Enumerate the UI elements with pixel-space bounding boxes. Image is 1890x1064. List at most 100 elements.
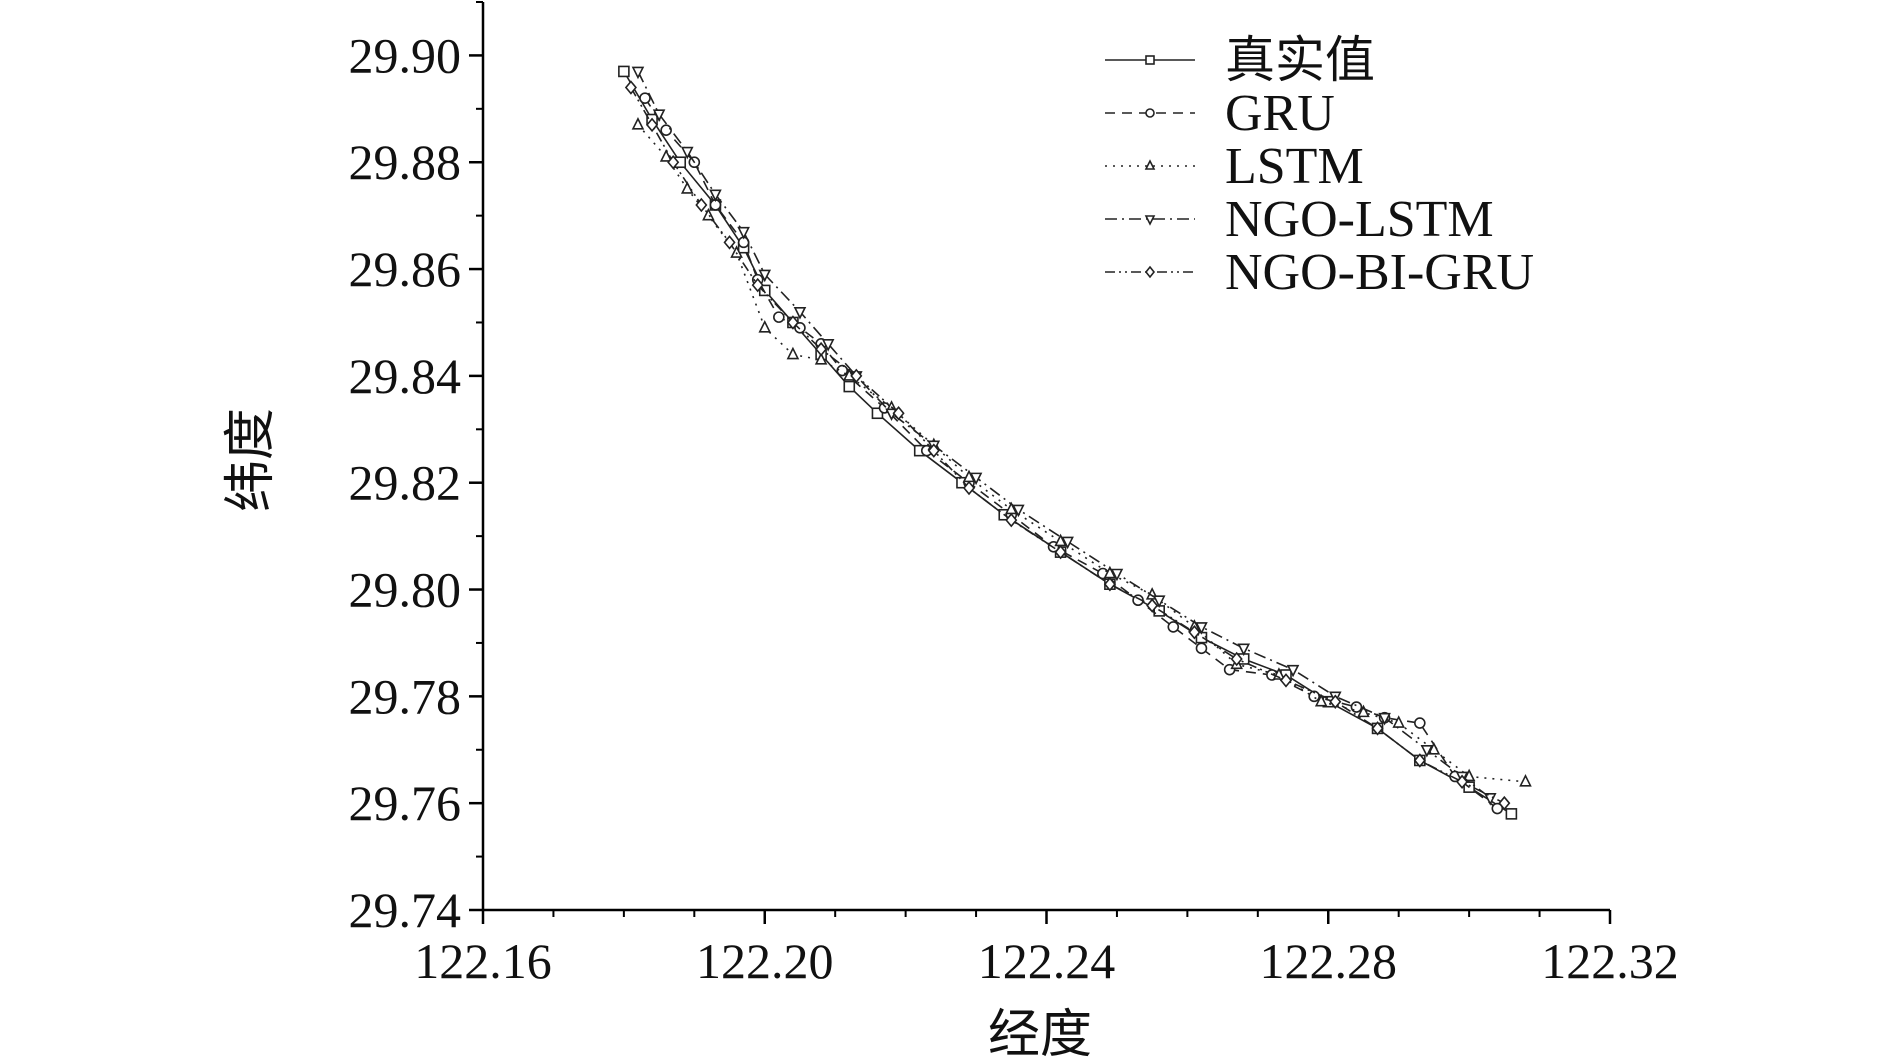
data-point — [927, 443, 940, 458]
data-point — [1054, 544, 1067, 560]
data-point — [730, 245, 743, 258]
data-point — [751, 277, 764, 293]
data-point — [1392, 715, 1405, 728]
legend-marker — [1144, 159, 1156, 170]
data-point — [618, 65, 630, 78]
data-point — [1314, 693, 1328, 707]
data-point — [1519, 774, 1532, 787]
legend-label: LSTM — [1225, 138, 1364, 195]
y-tick-label: 29.84 — [349, 348, 462, 404]
legend-marker — [1144, 215, 1156, 226]
data-point — [1413, 753, 1426, 768]
data-point — [631, 66, 645, 80]
data-point — [709, 189, 722, 203]
data-point — [1378, 712, 1391, 726]
data-point — [652, 109, 666, 122]
y-tick-label: 29.76 — [349, 775, 462, 831]
data-point — [786, 315, 799, 330]
data-point — [680, 146, 694, 160]
data-point — [1371, 721, 1384, 736]
series-line — [637, 71, 1491, 799]
data-point — [1427, 741, 1441, 755]
data-point — [793, 306, 807, 320]
legend-entry: NGO-LSTM — [1105, 191, 1494, 248]
y-tick-label: 29.88 — [349, 134, 462, 190]
legend-entry: 真实值 — [1105, 31, 1375, 89]
series-line — [630, 87, 1505, 804]
y-axis-title: 纬度 — [221, 408, 281, 512]
data-point — [850, 368, 863, 384]
data-point — [815, 341, 828, 357]
data-point — [1012, 504, 1025, 518]
data-point — [892, 406, 905, 421]
y-tick-label: 29.80 — [349, 562, 462, 618]
data-point — [758, 269, 772, 283]
data-point — [1146, 598, 1159, 613]
data-point — [1462, 768, 1476, 782]
legend-marker — [1144, 265, 1156, 279]
data-point — [659, 149, 673, 162]
data-point — [758, 320, 772, 333]
data-point — [723, 235, 736, 250]
x-tick-label: 122.16 — [414, 933, 552, 989]
legend-label: 真实值 — [1225, 31, 1375, 89]
data-point — [660, 124, 672, 136]
data-point — [1286, 664, 1300, 678]
data-point — [821, 339, 835, 352]
data-point — [631, 117, 645, 130]
data-point — [794, 322, 806, 334]
x-tick-label: 122.24 — [978, 933, 1116, 989]
data-point — [695, 197, 708, 213]
data-point — [1061, 536, 1074, 550]
data-point — [1329, 694, 1342, 709]
data-point — [786, 346, 800, 360]
data-point — [1110, 568, 1124, 582]
x-tick-label: 122.20 — [696, 933, 834, 989]
data-point — [1420, 744, 1434, 758]
legend-entry: NGO-BI-GRU — [1105, 244, 1534, 301]
data-point — [737, 226, 750, 240]
data-point — [1308, 690, 1320, 703]
data-point — [1188, 625, 1201, 640]
series-1 — [618, 65, 1518, 820]
x-axis-title: 经度 — [988, 1005, 1092, 1064]
x-tick-label: 122.28 — [1260, 933, 1398, 989]
data-point — [1103, 576, 1116, 592]
legend-marker — [1145, 108, 1155, 118]
y-tick-label: 29.86 — [349, 241, 462, 297]
y-tick-label: 29.90 — [349, 27, 462, 83]
data-point — [1505, 808, 1518, 820]
axes: 122.16 122.20 122.24 122.28 122.32 29.74 29.76… — [349, 1, 1679, 989]
data-point — [667, 154, 680, 170]
y-tick-label: 29.82 — [349, 455, 462, 511]
legend-entry: LSTM — [1105, 138, 1364, 195]
data-point — [1230, 651, 1243, 667]
data-point — [639, 92, 651, 104]
data-point — [758, 284, 771, 297]
data-point — [843, 380, 856, 393]
legend-marker — [1145, 55, 1155, 65]
data-point — [962, 480, 976, 496]
data-point — [1357, 704, 1370, 718]
data-point — [1483, 793, 1497, 806]
data-point — [1491, 802, 1504, 815]
data-point — [1167, 621, 1180, 633]
data-point — [1498, 795, 1511, 811]
y-tick-label: 29.74 — [349, 882, 462, 938]
data-point — [624, 80, 637, 95]
data-point — [1237, 643, 1251, 657]
data-point — [814, 352, 828, 365]
data-point — [1195, 622, 1208, 635]
data-point — [1152, 595, 1166, 609]
y-tick-label: 29.78 — [349, 668, 462, 724]
legend-entry: GRU — [1105, 85, 1335, 142]
legend-label: NGO-BI-GRU — [1225, 244, 1534, 301]
data-point — [1005, 512, 1018, 528]
data-point — [702, 207, 715, 221]
legend-label: NGO-LSTM — [1225, 191, 1494, 248]
data-point — [680, 181, 694, 194]
series-layer — [618, 65, 1532, 820]
series-5 — [624, 80, 1511, 811]
